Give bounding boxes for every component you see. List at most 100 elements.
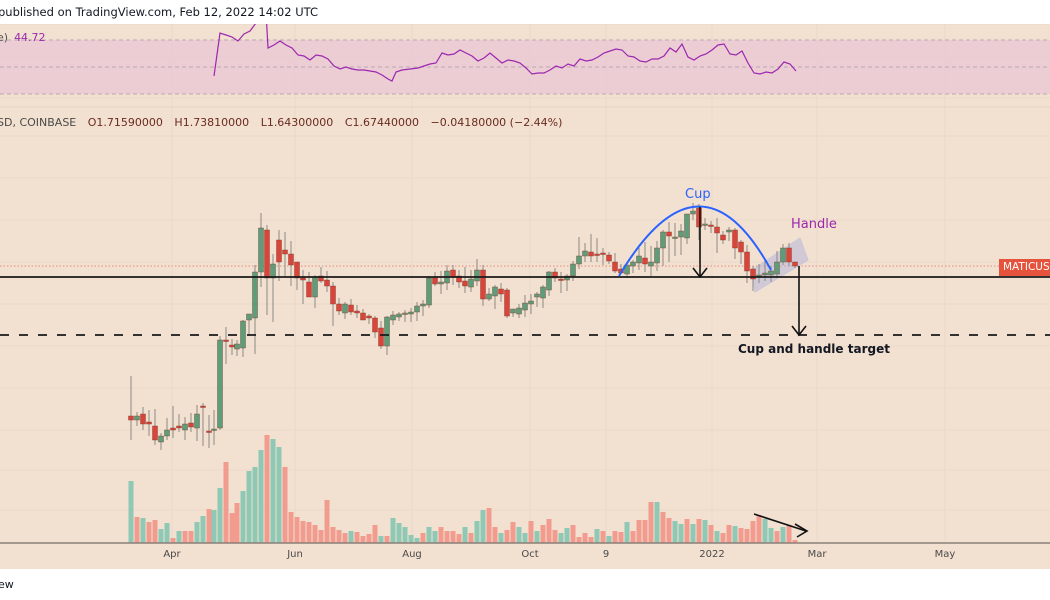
volume-bar <box>552 530 558 543</box>
ticker-price-badge: MATICUSD <box>999 259 1050 276</box>
volume-bar <box>576 537 582 543</box>
candle-body <box>462 280 468 287</box>
change-value: −0.04180000 (−2.44%) <box>430 116 563 129</box>
candle-body <box>240 320 246 349</box>
price-chart[interactable] <box>0 24 1050 569</box>
volume-bar <box>774 531 780 543</box>
candle-body <box>378 327 384 347</box>
candle-body <box>558 278 564 281</box>
candle-body <box>564 275 570 281</box>
candle-body <box>696 207 702 228</box>
volume-bar <box>516 527 522 543</box>
candle-body <box>229 344 235 348</box>
volume-bar <box>660 512 666 543</box>
candle-body <box>456 275 462 283</box>
volume-bar <box>648 502 654 543</box>
volume-bar <box>270 439 276 543</box>
volume-bar <box>450 531 456 543</box>
volume-bar <box>234 503 240 543</box>
volume-bar <box>146 522 152 543</box>
volume-bar <box>594 529 600 543</box>
volume-bar <box>390 518 396 543</box>
volume-bar <box>588 537 594 543</box>
volume-bar <box>564 528 570 543</box>
candle-body <box>206 430 212 433</box>
volume-bar <box>654 502 660 543</box>
candle-body <box>660 231 666 249</box>
candle-body <box>426 277 432 306</box>
time-axis-label: Aug <box>402 549 422 560</box>
candle-body <box>438 281 444 285</box>
candle-body <box>276 239 282 263</box>
volume-bar <box>738 528 744 543</box>
volume-bar <box>164 523 170 543</box>
candle-body <box>570 263 576 277</box>
volume-bar <box>474 521 480 543</box>
candle-body <box>158 435 164 443</box>
high-value: H1.73810000 <box>174 116 250 129</box>
volume-bar <box>540 525 546 543</box>
volume-bar <box>498 533 504 543</box>
symbol-exchange: SD, COINBASE <box>0 116 77 129</box>
volume-bar <box>306 522 312 543</box>
volume-bar <box>170 538 176 543</box>
candle-body <box>582 250 588 257</box>
volume-bar <box>206 509 212 543</box>
volume-bar <box>708 525 714 543</box>
candle-body <box>336 303 342 312</box>
candle-body <box>636 255 642 264</box>
volume-bar <box>690 524 696 543</box>
volume-bar <box>342 533 348 543</box>
candle-body <box>774 261 780 275</box>
candle-body <box>420 303 426 307</box>
candle-body <box>576 255 582 265</box>
candle-body <box>402 312 408 315</box>
volume-bar <box>462 527 468 543</box>
volume-bar <box>223 462 229 543</box>
volume-bar <box>152 520 158 543</box>
volume-bar <box>522 533 528 543</box>
candle-body <box>246 313 252 321</box>
candle-body <box>792 261 798 267</box>
candle-body <box>522 302 528 311</box>
candle-body <box>396 313 402 318</box>
candle-body <box>188 422 194 428</box>
cup-annotation[interactable]: Cup <box>685 187 711 202</box>
volume-bar <box>182 531 188 543</box>
volume-bar <box>510 522 516 543</box>
candle-body <box>486 293 492 300</box>
candle-body <box>164 429 170 437</box>
open-value: O1.71590000 <box>87 116 163 129</box>
volume-bar <box>768 528 774 543</box>
published-text: published on TradingView.com, Feb 12, 20… <box>0 5 319 19</box>
candle-body <box>492 286 498 297</box>
arrow-head <box>794 523 809 538</box>
volume-bar <box>366 534 372 543</box>
volume-bar <box>282 467 288 543</box>
target-annotation[interactable]: Cup and handle target <box>738 342 890 356</box>
candle-body <box>282 249 288 255</box>
volume-bar <box>438 527 444 543</box>
time-axis-label: May <box>934 549 956 560</box>
volume-bar <box>194 522 200 543</box>
candle-body <box>546 271 552 291</box>
candle-body <box>146 421 152 425</box>
candle-body <box>648 261 654 267</box>
candle-body <box>768 270 774 276</box>
volume-bar <box>456 534 462 543</box>
candle-body <box>642 257 648 265</box>
candle-body <box>702 223 708 226</box>
candle-body <box>140 413 146 425</box>
volume-bar <box>402 527 408 543</box>
handle-annotation[interactable]: Handle <box>791 217 837 232</box>
time-axis-label: 2022 <box>699 549 725 560</box>
candle-body <box>194 413 200 429</box>
volume-bar <box>714 531 720 543</box>
volume-bar <box>330 527 336 543</box>
arrow-head <box>692 267 708 279</box>
time-axis-label: Apr <box>163 549 181 560</box>
candle-body <box>223 339 229 342</box>
volume-bar <box>396 523 402 543</box>
footer: ew <box>0 569 1050 600</box>
volume-bar <box>432 531 438 543</box>
